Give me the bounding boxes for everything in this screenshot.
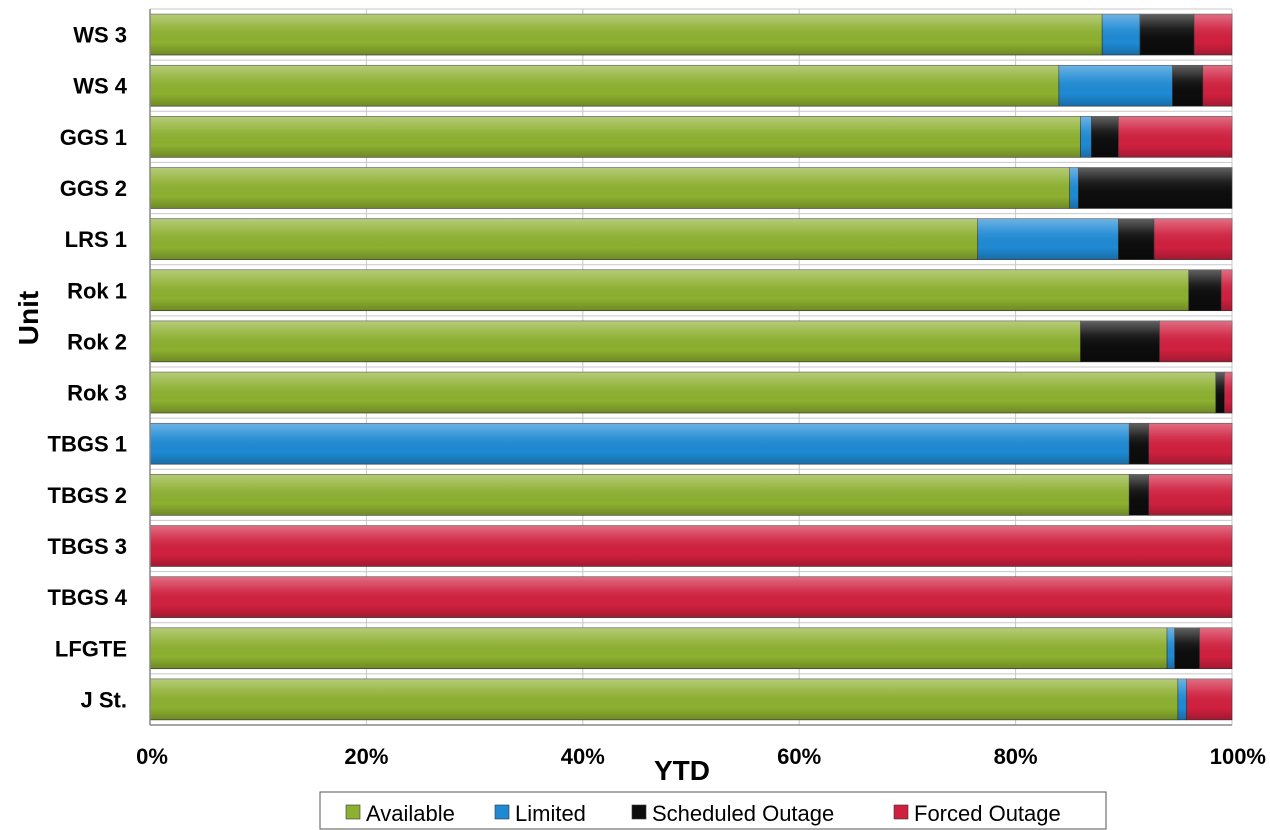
y-axis-title: Unit <box>13 291 44 345</box>
bar-segment-shading <box>1224 372 1232 414</box>
x-tick-label: 40% <box>561 744 605 769</box>
legend-swatch-limited <box>494 804 510 820</box>
x-tick-label: 80% <box>994 744 1038 769</box>
bar-segment-shading <box>1129 474 1149 516</box>
axes <box>149 9 1232 726</box>
y-tick-label: GGS 1 <box>60 125 127 150</box>
bar-segment-shading <box>1140 14 1195 56</box>
y-tick-label: GGS 2 <box>60 176 127 201</box>
y-tick-label: WS 4 <box>73 74 128 99</box>
bar-segment-shading <box>1159 320 1232 362</box>
bar-segment-shading <box>150 269 1189 311</box>
bar-segment-shading <box>150 678 1178 720</box>
bar-segment-shading <box>1188 269 1222 311</box>
bar-segment-shading <box>1194 14 1232 56</box>
legend-label-forced-outage: Forced Outage <box>914 801 1061 826</box>
bars <box>149 13 1233 721</box>
bar-segment-shading <box>1080 116 1092 158</box>
bar-segment-shading <box>150 525 1232 567</box>
y-tick-label: Rok 3 <box>67 381 127 406</box>
bar-segment-shading <box>1102 14 1141 56</box>
y-tick-label: TBGS 4 <box>48 585 128 610</box>
bar-segment-shading <box>150 65 1059 107</box>
bar-segment-shading <box>150 14 1103 56</box>
bar-segment-shading <box>1118 218 1155 260</box>
bar-segment-shading <box>1118 116 1232 158</box>
y-tick-label: TBGS 1 <box>48 432 127 457</box>
y-tick-label: J St. <box>81 687 127 712</box>
bar-segment-shading <box>150 576 1232 618</box>
x-tick-label: 0% <box>136 744 168 769</box>
bar-segment-shading <box>1167 627 1175 669</box>
bar-segment-shading <box>150 372 1216 414</box>
bar-segment-shading <box>1080 320 1160 362</box>
y-tick-label: TBGS 2 <box>48 483 127 508</box>
x-axis-title: YTD <box>654 755 710 786</box>
legend-label-scheduled-outage: Scheduled Outage <box>652 801 834 826</box>
x-tick-label: 60% <box>777 744 821 769</box>
y-tick-label: TBGS 3 <box>48 534 127 559</box>
bar-segment-shading <box>1154 218 1232 260</box>
legend-label-limited: Limited <box>515 801 586 826</box>
bar-segment-shading <box>150 116 1081 158</box>
bar-segment-shading <box>150 320 1081 362</box>
bar-segment-shading <box>1199 627 1232 669</box>
bar-segment-shading <box>1129 423 1149 465</box>
bar-segment-shading <box>1174 627 1200 669</box>
y-tick-labels: WS 3 WS 4 GGS 1 GGS 2 LRS 1 Rok 1 Rok 2 Rok 3 TB… <box>48 23 128 713</box>
bar-segment-shading <box>150 627 1168 669</box>
y-tick-label: Rok 1 <box>67 278 127 303</box>
bar-segment-shading <box>1069 167 1079 209</box>
x-tick-labels: 0% 20% 40% 60% 80% 100% <box>136 744 1266 769</box>
bar-segment-shading <box>1186 678 1232 720</box>
x-tick-label: 20% <box>344 744 388 769</box>
x-tick-label: 100% <box>1210 744 1266 769</box>
legend-box <box>319 791 1107 830</box>
y-tick-label: LFGTE <box>55 636 127 661</box>
legend: Available Limited Scheduled Outage Forced O… <box>319 791 1107 830</box>
bar-segment-shading <box>1148 474 1232 516</box>
y-tick-label: LRS 1 <box>65 227 127 252</box>
bar-segment-shading <box>150 167 1070 209</box>
bar-segment-shading <box>1078 167 1232 209</box>
bar-segment-shading <box>150 423 1130 465</box>
bar-segment-shading <box>1177 678 1187 720</box>
bar-segment-shading <box>1148 423 1232 465</box>
bar-segment-shading <box>977 218 1119 260</box>
bar-segment-shading <box>150 218 978 260</box>
bar-segment-shading <box>1091 116 1119 158</box>
y-tick-label: Rok 2 <box>67 329 127 354</box>
bar-segment-shading <box>1202 65 1232 107</box>
bar-segment-shading <box>1058 65 1173 107</box>
bar-segment-shading <box>1221 269 1232 311</box>
bar-segment-shading <box>1215 372 1225 414</box>
y-tick-label: WS 3 <box>73 23 127 48</box>
bar-segment-shading <box>1172 65 1203 107</box>
legend-swatch-available <box>345 804 361 820</box>
legend-swatch-forced-outage <box>893 804 909 820</box>
legend-swatch-scheduled-outage <box>631 804 647 820</box>
bar-segment-shading <box>150 474 1130 516</box>
legend-label-available: Available <box>366 801 455 826</box>
